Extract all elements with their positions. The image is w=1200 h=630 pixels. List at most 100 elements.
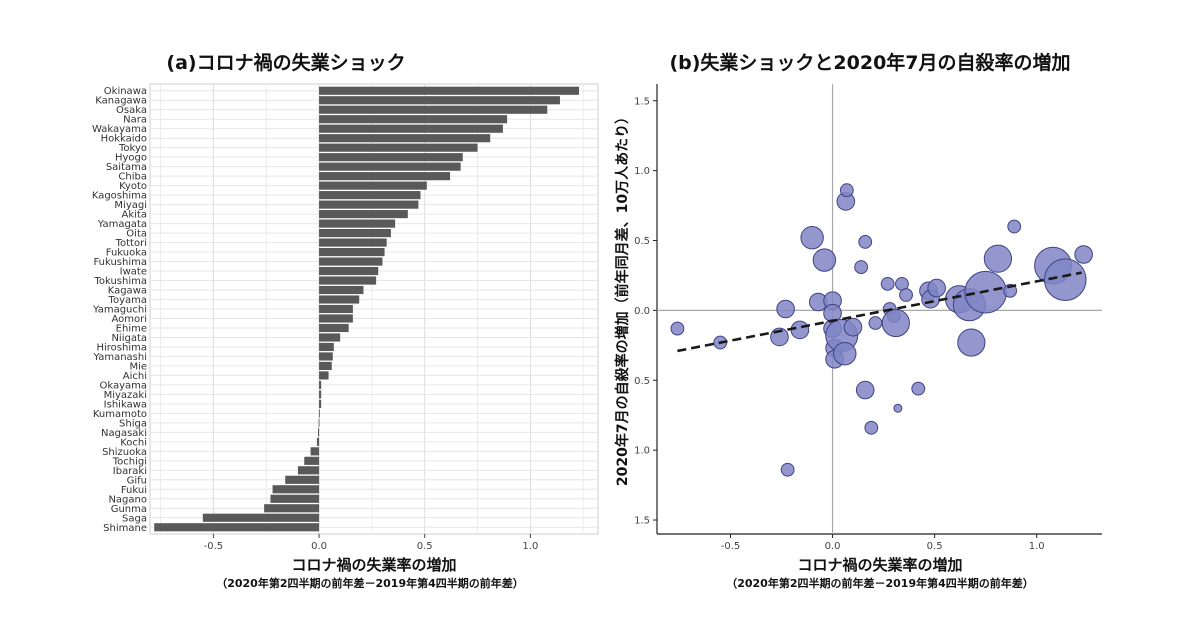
bar-category-label: Aomori xyxy=(111,314,147,325)
scatter-y-tick-label: 1.5 xyxy=(634,516,650,527)
bar-category-label: Kumamoto xyxy=(93,409,147,420)
bar xyxy=(304,456,320,465)
scatter-point xyxy=(1074,245,1093,264)
bar-category-label: Mie xyxy=(129,361,147,372)
scatter-x-ticks: -0.5 0.0 0.5 1.0 xyxy=(721,534,1045,552)
bar-category-label: Nagano xyxy=(108,494,147,505)
bar xyxy=(319,295,360,304)
trend-line xyxy=(677,271,1082,353)
scatter-y-ticks: 1.5 1.0 0.5 0.0 0.5 1.0 1.5 xyxy=(634,96,657,527)
bar-category-label: Hyogo xyxy=(115,153,147,164)
bar xyxy=(319,276,377,285)
bar xyxy=(319,342,334,352)
bar xyxy=(319,191,421,200)
bar-category-label: Ehime xyxy=(116,323,147,334)
scatter-point xyxy=(670,321,685,336)
scatter-point xyxy=(790,320,810,340)
scatter-reference-lines xyxy=(657,84,1102,534)
bar xyxy=(319,210,408,219)
bar xyxy=(270,494,320,503)
bar-category-label: Yamanashi xyxy=(92,352,147,363)
scatter-y-tick-label: 0.5 xyxy=(634,236,650,247)
bar xyxy=(264,504,320,513)
scatter-point xyxy=(780,462,795,477)
bar xyxy=(319,181,427,190)
bar xyxy=(319,134,491,143)
scatter-chart-title: (b)失業ショックと2020年7月の自殺率の増加 xyxy=(669,51,1070,74)
bar-category-label: Ishikawa xyxy=(104,399,147,410)
scatter-point xyxy=(855,380,875,400)
bar xyxy=(285,475,320,484)
bar-x-axis-sublabel: （2020年第2四半期の前年差－2019年第4四半期の前年差） xyxy=(216,576,524,590)
bar-category-label: Oita xyxy=(126,229,147,240)
bar xyxy=(319,229,391,238)
bar-category-label: Aichi xyxy=(123,371,147,382)
bar xyxy=(319,257,383,266)
bar-category-label: Kagawa xyxy=(108,286,147,297)
scatter-point xyxy=(843,317,863,337)
bar xyxy=(319,304,353,314)
bar-category-label: Nagasaki xyxy=(101,428,147,439)
bar-category-label: Osaka xyxy=(116,105,147,116)
bar xyxy=(319,390,322,399)
scatter-y-tick-label: 1.5 xyxy=(634,96,650,107)
bar xyxy=(319,219,396,228)
bar xyxy=(319,86,579,95)
bar-category-label: Miyazaki xyxy=(104,390,147,401)
bar-category-label: Kochi xyxy=(120,437,147,448)
bar-category-label: Tottori xyxy=(115,238,147,249)
bar-series xyxy=(154,86,579,532)
bar-category-label: Toyama xyxy=(108,295,147,306)
scatter-y-tick-label: 0.0 xyxy=(634,306,650,317)
bar-category-label: Kanagawa xyxy=(95,96,147,107)
scatter-point xyxy=(983,244,1012,273)
scatter-point xyxy=(899,288,913,302)
scatter-point xyxy=(864,420,879,435)
bar xyxy=(319,323,349,333)
bar xyxy=(319,333,341,342)
bar-category-label: Ibaraki xyxy=(113,466,147,477)
scatter-point xyxy=(1007,219,1022,234)
scatter-point xyxy=(880,276,895,291)
bar-category-label: Shimane xyxy=(103,523,147,534)
bar-category-label: Nara xyxy=(123,115,147,126)
bar-category-label: Yamaguchi xyxy=(92,305,147,316)
scatter-point xyxy=(833,342,857,366)
bar-category-label: Akita xyxy=(122,210,147,221)
bar-category-label: Tokyo xyxy=(118,143,147,154)
bar-category-label: Saga xyxy=(122,513,147,524)
scatter-x-tick-label: -0.5 xyxy=(721,541,741,552)
bar xyxy=(319,143,478,152)
bar-category-label: Kagoshima xyxy=(92,191,147,202)
bar-category-label: Okinawa xyxy=(104,86,147,97)
bar xyxy=(154,523,320,532)
bar-category-label: Niigata xyxy=(111,333,147,344)
bar xyxy=(319,153,463,162)
bar-category-label: Fukuoka xyxy=(106,248,147,259)
scatter-point xyxy=(893,403,903,413)
bar xyxy=(319,314,353,323)
bar xyxy=(319,361,332,371)
bar-category-label: Kyoto xyxy=(119,181,147,192)
bar-category-label: Chiba xyxy=(118,172,147,183)
scatter-point xyxy=(800,226,824,250)
bar xyxy=(319,105,548,114)
scatter-point xyxy=(868,316,883,330)
bar xyxy=(319,380,322,389)
bar-category-label: Miyagi xyxy=(114,200,147,211)
bar-x-tick-label: 1.0 xyxy=(522,541,538,552)
scatter-x-tick-label: 0.5 xyxy=(927,541,943,552)
scatter-point xyxy=(776,299,795,319)
scatter-trend-line xyxy=(677,271,1082,353)
scatter-y-tick-label: 1.0 xyxy=(634,446,650,457)
bar xyxy=(319,409,320,418)
bar-category-label: Shizuoka xyxy=(102,447,147,458)
bar-category-label: Fukui xyxy=(121,485,147,496)
bar xyxy=(319,285,364,295)
scatter-point xyxy=(957,328,986,357)
bar-chart-title: (a)コロナ禍の失業ショック xyxy=(166,51,405,74)
bar-category-label: Iwate xyxy=(120,267,147,278)
bar xyxy=(319,247,385,257)
scatter-y-tick-label: 0.5 xyxy=(634,376,650,387)
